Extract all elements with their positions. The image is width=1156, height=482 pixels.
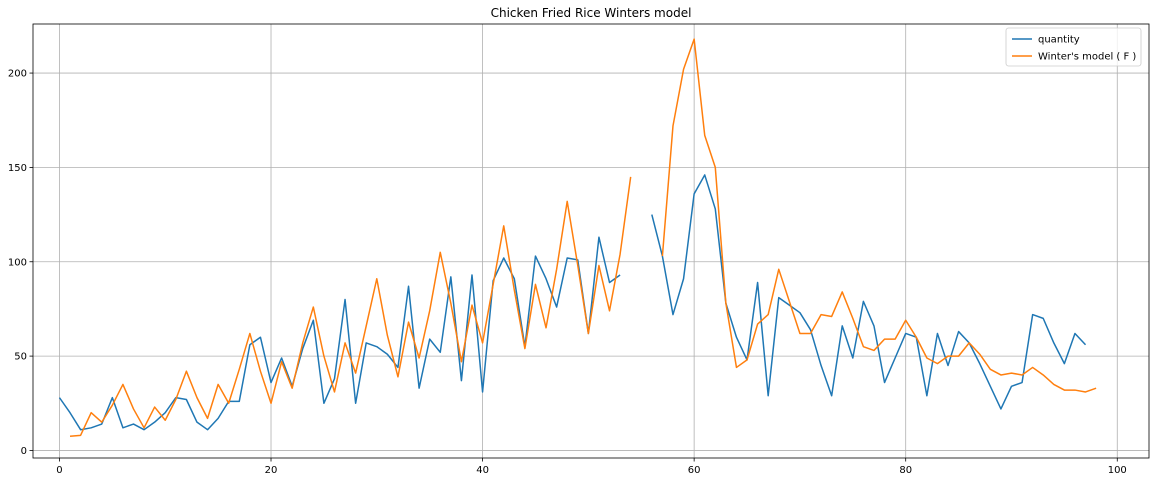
x-tick-label: 0 (56, 465, 62, 476)
legend: quantity Winter's model ( F ) (1005, 27, 1142, 67)
series-line (58, 236, 621, 431)
x-tick-label: 40 (476, 465, 489, 476)
series-line (69, 176, 632, 438)
grid (33, 24, 1149, 458)
series-1 (69, 38, 1097, 438)
series-layer (58, 38, 1097, 438)
x-tick-label: 80 (899, 465, 912, 476)
legend-label: Winter's model ( F ) (1038, 52, 1136, 63)
y-tick-label: 200 (8, 69, 27, 80)
series-line (661, 38, 1097, 393)
y-tick-label: 50 (14, 352, 27, 363)
plot-frame (32, 23, 1150, 459)
chart-title: Chicken Fried Rice Winters model (491, 6, 692, 20)
x-tick-label: 20 (265, 465, 278, 476)
x-tick-label: 100 (1108, 465, 1127, 476)
legend-box (1005, 27, 1142, 67)
x-tick-label: 60 (688, 465, 701, 476)
y-tick-label: 100 (8, 257, 27, 268)
axes: 0 20 40 60 80 100 0 50 100 150 200 (8, 23, 1150, 476)
legend-label: quantity (1038, 35, 1080, 46)
y-tick-label: 150 (8, 163, 27, 174)
y-tick-label: 0 (21, 446, 27, 457)
